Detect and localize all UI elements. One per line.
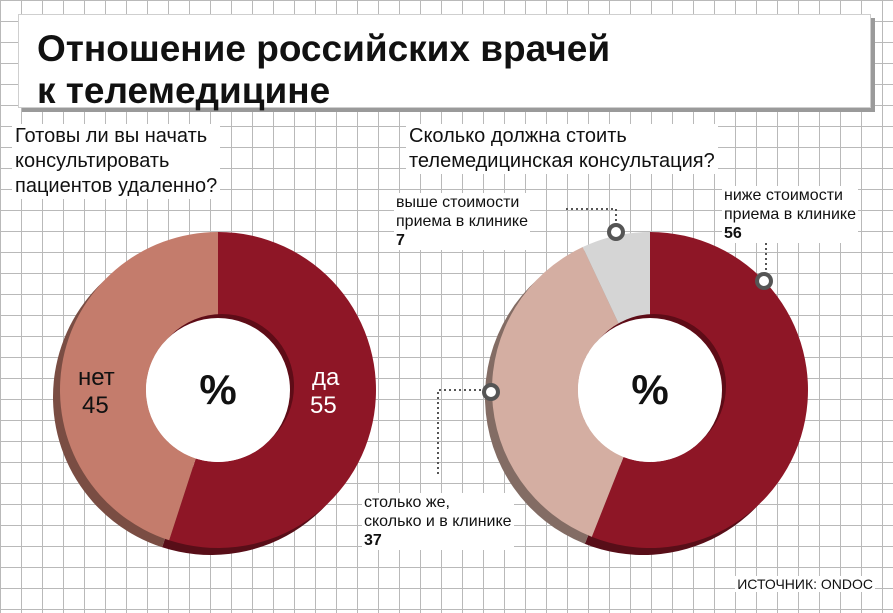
right-slice-0 bbox=[591, 232, 808, 548]
right-slice-1 bbox=[492, 247, 624, 537]
left-slice-1-label: нет bbox=[78, 364, 115, 391]
left-slice-0-label: да bbox=[312, 364, 340, 391]
label-same-line-1: столько же, bbox=[364, 494, 450, 511]
left-question-line-3: пациентов удаленно? bbox=[15, 175, 218, 197]
left-question: Готовы ли вы начать консультировать паци… bbox=[12, 124, 221, 199]
left-hole bbox=[146, 318, 290, 462]
right-question-line-2: телемедицинская консультация? bbox=[409, 150, 715, 172]
marker-same bbox=[482, 383, 500, 401]
label-lower-line-2: приема в клинике bbox=[724, 206, 856, 223]
left-question-line-1: Готовы ли вы начать bbox=[15, 125, 208, 147]
label-same-line-2: сколько и в клинике bbox=[364, 513, 512, 530]
left-center-label: % bbox=[199, 366, 236, 413]
label-lower-line-1: ниже стоимости bbox=[724, 187, 843, 204]
left-question-line-2: консультировать bbox=[15, 150, 170, 172]
source-note: ИСТОЧНИК: ONDOC bbox=[735, 576, 875, 592]
right-question: Сколько должна стоить телемедицинская ко… bbox=[406, 124, 718, 174]
left-slice-0-value: 55 bbox=[310, 392, 337, 419]
label-higher-line-2: приема в клинике bbox=[396, 213, 528, 230]
leader-line-higher bbox=[566, 208, 617, 228]
leader-lines bbox=[437, 208, 767, 476]
chart-title-line-2: к телемедицине bbox=[37, 70, 331, 111]
right-slice-2 bbox=[582, 232, 650, 325]
title-box: Отношение российских врачей к телемедици… bbox=[18, 14, 871, 111]
label-higher-value: 7 bbox=[396, 232, 405, 249]
left-slice-0 bbox=[169, 232, 377, 548]
label-higher-line-1: выше стоимости bbox=[396, 194, 520, 211]
label-lower: ниже стоимости приема в клинике 56 bbox=[722, 186, 858, 243]
label-higher: выше стоимости приема в клинике 7 bbox=[394, 193, 530, 250]
label-same: столько же, сколько и в клинике 37 bbox=[362, 493, 514, 550]
label-same-value: 37 bbox=[364, 532, 382, 549]
right-question-line-1: Сколько должна стоить bbox=[409, 125, 627, 147]
left-slice-1 bbox=[60, 232, 218, 541]
marker-lower bbox=[755, 272, 773, 290]
chart-title-line-1: Отношение российских врачей bbox=[37, 28, 611, 69]
right-center-label: % bbox=[631, 366, 668, 413]
right-donut-chart: % bbox=[485, 232, 808, 555]
label-lower-value: 56 bbox=[724, 225, 742, 242]
leader-line-same bbox=[437, 389, 491, 476]
marker-higher bbox=[607, 223, 625, 241]
right-hole bbox=[578, 318, 722, 462]
left-slice-1-value: 45 bbox=[82, 392, 109, 419]
leader-markers bbox=[482, 223, 773, 401]
